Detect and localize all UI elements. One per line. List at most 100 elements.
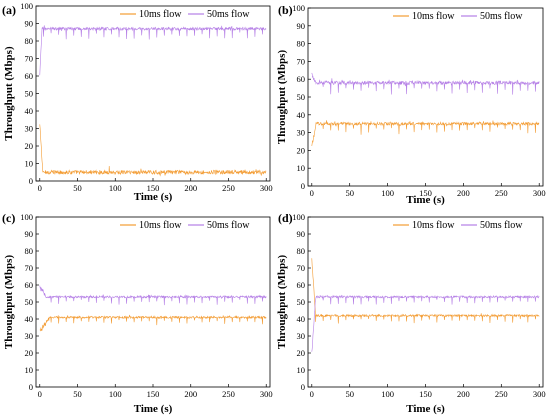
y-tick-label: 90 [25,19,34,29]
plot-frame [35,5,271,182]
y-tick-label: 10 [25,365,34,375]
y-tick-label: 60 [297,74,306,84]
series-line-1 [39,314,267,332]
panel-label: (b) [278,3,293,17]
x-tick-label: 200 [457,389,470,399]
y-tick-label: 70 [25,54,34,64]
y-tick-label: 90 [25,229,34,239]
y-tick-label: 40 [25,314,34,324]
x-tick-label: 150 [419,389,432,399]
y-tick-label: 60 [297,280,306,290]
x-tick-label: 50 [73,389,82,399]
y-axis-title: Throughput (Mbps) [276,50,288,145]
plot-frame [35,216,271,388]
legend: 10ms flow 50ms flow [120,9,250,20]
panel-label: (a) [2,3,16,17]
panel-label: (d) [278,211,293,225]
chart-panel-1: (a) 0 10 20 30 40 50 60 70 80 90 100 0 50 100 150 200 250… [2,1,273,203]
y-axis-title: Throughput (Mbps) [276,255,288,350]
x-tick-label: 0 [38,389,42,399]
x-tick-label: 50 [345,188,354,198]
series-line-1 [311,120,540,147]
y-tick-label: 100 [292,3,305,13]
y-tick-label: 40 [297,110,306,120]
x-axis-title: Time (s) [134,191,173,203]
x-tick-label: 100 [109,389,122,399]
x-tick-label: 50 [73,183,82,193]
legend-label: 50ms flow [480,11,523,22]
y-tick-label: 40 [25,106,34,116]
x-tick-label: 300 [260,183,273,193]
y-tick-label: 20 [297,348,306,358]
legend-label: 50ms flow [207,9,250,20]
legend-label: 10ms flow [412,220,455,231]
x-tick-label: 100 [381,188,394,198]
x-tick-label: 150 [147,183,160,193]
x-tick-label: 100 [109,183,122,193]
chart-panel-4: (d) 0 10 20 30 40 50 60 70 80 90 100 0 50 100 150 200 250… [276,211,546,415]
y-tick-label: 20 [25,348,34,358]
x-tick-label: 150 [419,188,432,198]
y-tick-label: 80 [25,36,34,46]
x-axis-title: Time (s) [406,194,445,206]
x-axis-title: Time (s) [406,403,445,415]
y-tick-label: 0 [29,176,33,186]
y-tick-label: 90 [297,229,306,239]
chart-panel-3: (c) 0 10 20 30 40 50 60 70 80 90 100 0 50 100 150 200 250… [2,211,273,415]
legend-label: 10ms flow [139,220,182,231]
y-tick-label: 80 [297,39,306,49]
y-tick-label: 0 [29,382,33,392]
y-tick-label: 100 [292,212,305,222]
legend-label: 10ms flow [139,9,182,20]
y-tick-label: 10 [297,163,306,173]
y-tick-label: 20 [297,145,306,155]
legend-label: 50ms flow [207,220,250,231]
y-axis-title: Throughput (Mbps) [3,255,15,350]
x-tick-label: 100 [381,389,394,399]
legend: 10ms flow 50ms flow [393,11,523,22]
panel-label: (c) [2,211,15,225]
x-tick-label: 200 [184,389,197,399]
x-tick-label: 300 [260,389,273,399]
y-tick-label: 30 [25,331,34,341]
y-tick-label: 30 [297,128,306,138]
y-tick-label: 0 [301,181,305,191]
legend: 10ms flow 50ms flow [120,220,250,231]
y-tick-label: 30 [25,124,34,134]
series-line-2 [39,25,267,76]
y-tick-label: 30 [297,331,306,341]
y-tick-label: 50 [25,89,34,99]
y-tick-label: 10 [297,365,306,375]
legend-label: 50ms flow [480,220,523,231]
y-tick-label: 100 [20,1,33,11]
x-tick-label: 0 [310,188,314,198]
y-tick-label: 0 [301,382,305,392]
y-tick-label: 20 [25,141,34,151]
x-tick-label: 50 [345,389,354,399]
plot-frame [307,7,544,187]
x-tick-label: 200 [457,188,470,198]
y-tick-label: 50 [25,297,34,307]
y-tick-label: 60 [25,71,34,81]
x-tick-label: 200 [184,183,197,193]
y-axis-title: Throughput (Mbps) [3,46,15,141]
x-tick-label: 250 [495,389,508,399]
y-tick-label: 100 [20,212,33,222]
series-line-1 [311,258,540,324]
y-tick-label: 50 [297,297,306,307]
x-tick-label: 300 [533,188,546,198]
y-tick-label: 90 [297,21,306,31]
legend: 10ms flow 50ms flow [393,220,523,231]
series-line-1 [39,124,267,177]
series-line-2 [39,285,267,306]
plot-frame [307,216,544,388]
y-tick-label: 80 [297,246,306,256]
legend-label: 10ms flow [412,11,455,22]
series-line-2 [311,72,540,95]
y-tick-label: 70 [297,263,306,273]
chart-panel-2: (b) 0 10 20 30 40 50 60 70 80 90 100 0 50 100 150 200 250… [276,3,546,206]
x-tick-label: 250 [222,389,235,399]
x-tick-label: 250 [495,188,508,198]
y-tick-label: 70 [25,263,34,273]
